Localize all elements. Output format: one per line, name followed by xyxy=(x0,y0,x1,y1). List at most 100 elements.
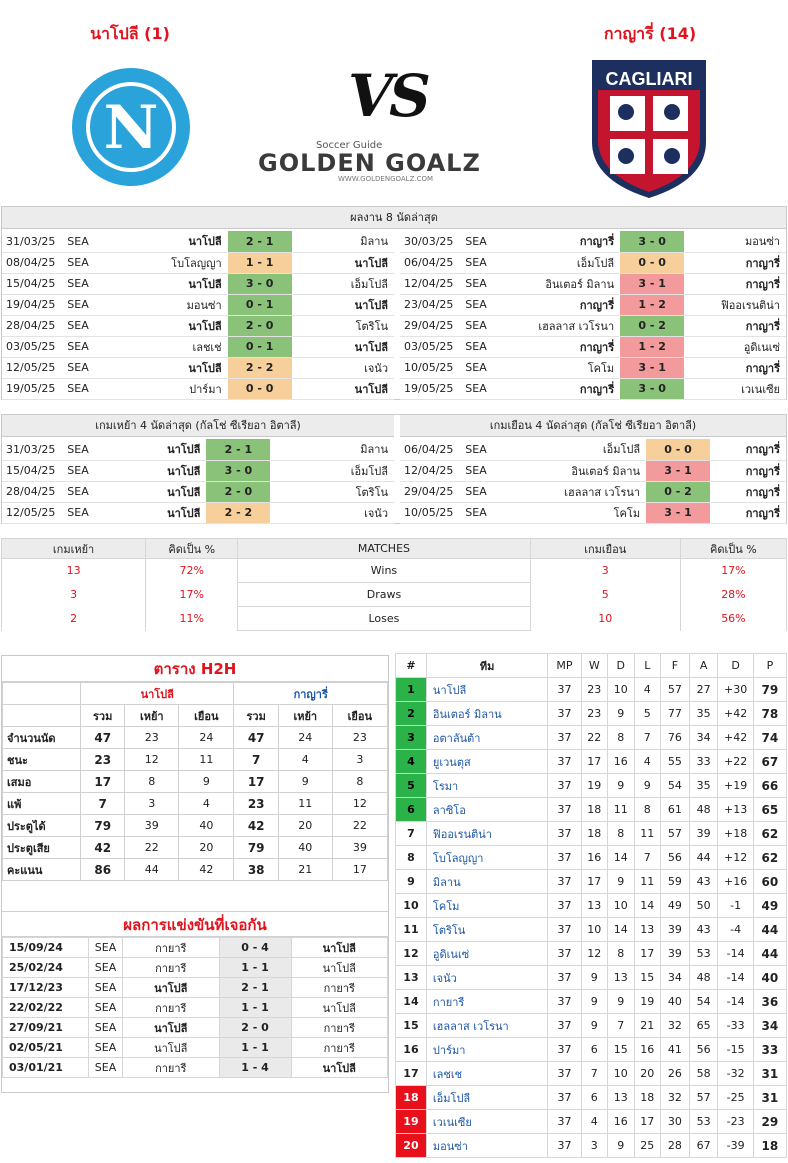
match-row: 06/04/25 SEA เอ็มโปลี 0 - 0 กาญารี่ xyxy=(400,439,786,461)
h2h-away: กายารี xyxy=(290,1017,388,1038)
stats-cell: 3 xyxy=(529,558,681,583)
match-row: 29/04/25 SEA เฮลลาส เวโรนา 0 - 2 กาญารี่ xyxy=(400,481,786,503)
league-stat: 4 xyxy=(580,1109,609,1134)
league-stat: -14 xyxy=(717,989,754,1014)
match-home-team: มอนซ่า xyxy=(94,294,228,316)
h2h-value: 22 xyxy=(124,836,180,859)
league-stat: 59 xyxy=(660,869,690,894)
league-rank: 11 xyxy=(395,917,427,942)
league-team: ฟิออเรนติน่า xyxy=(425,821,549,846)
match-away-team: นาโปลี xyxy=(291,336,394,358)
league-team: อูดิเนเซ่ xyxy=(425,941,549,966)
match-league: SEA xyxy=(460,315,492,337)
league-team: อินเตอร์ มิลาน xyxy=(425,701,549,726)
last4-away-title: เกมเยือน 4 นัดล่าสุด (กัลโช่ ซีเรียอา อิ… xyxy=(400,415,786,437)
league-row: 1 นาโปลี 37 23 10 4 57 27 +30 79 xyxy=(395,677,788,702)
league-stat: 44 xyxy=(752,941,788,966)
league-stat: 10 xyxy=(580,917,609,942)
match-home-team: โคโม xyxy=(492,357,621,379)
h2h-home: นาโปลี xyxy=(122,1017,220,1038)
league-team: ลาซิโอ xyxy=(425,797,549,822)
league-stat: 41 xyxy=(660,1037,690,1062)
h2h-date: 27/09/21 xyxy=(2,1017,89,1038)
league-stat: 37 xyxy=(547,893,582,918)
league-stat: 13 xyxy=(580,893,609,918)
match-away-team: เจนัว xyxy=(270,502,394,524)
last8-away-table: 30/03/25 SEA กาญารี่ 3 - 0 มอนซ่า 06/04/25 SEA… xyxy=(400,231,786,400)
league-stat: 60 xyxy=(752,869,788,894)
match-row: 08/04/25 SEA โบโลญญา 1 - 1 นาโปลี xyxy=(2,252,394,274)
league-stat: 22 xyxy=(580,725,609,750)
league-stat: 74 xyxy=(752,725,788,750)
match-league: SEA xyxy=(62,231,94,253)
match-score: 0 - 0 xyxy=(227,378,292,400)
match-league: SEA xyxy=(62,336,94,358)
league-header: A xyxy=(688,653,719,678)
league-stat: 16 xyxy=(633,1037,662,1062)
h2h-away: นาโปลี xyxy=(290,937,388,958)
league-stat: 16 xyxy=(580,845,609,870)
league-stat: -4 xyxy=(717,917,754,942)
league-stat: 21 xyxy=(633,1013,662,1038)
h2h-league: SEA xyxy=(88,997,123,1018)
match-date: 19/04/25 xyxy=(2,294,62,316)
league-header: MP xyxy=(547,653,582,678)
h2h-value: 24 xyxy=(277,726,333,749)
h2h-row-label: แพ้ xyxy=(2,792,81,815)
league-stat: 9 xyxy=(607,701,635,726)
match-home-team: กาญารี่ xyxy=(492,378,621,400)
match-score: 3 - 0 xyxy=(206,460,271,482)
league-stat: 39 xyxy=(688,821,719,846)
league-stat: -1 xyxy=(717,893,754,918)
match-row: 12/05/25 SEA นาโปลี 2 - 2 เจนัว xyxy=(2,502,394,524)
match-away-team: นาโปลี xyxy=(291,378,394,400)
h2h-away: นาโปลี xyxy=(290,997,388,1018)
league-stat: 15 xyxy=(607,1037,635,1062)
league-stat: 65 xyxy=(688,1013,719,1038)
match-row: 10/05/25 SEA โคโม 3 - 1 กาญารี่ xyxy=(400,502,786,524)
match-score: 3 - 1 xyxy=(646,460,711,482)
h2h-value: 8 xyxy=(124,770,180,793)
match-score: 0 - 2 xyxy=(620,315,685,337)
match-date: 08/04/25 xyxy=(2,252,62,274)
league-stat: -15 xyxy=(717,1037,754,1062)
league-header: # xyxy=(395,653,427,678)
match-league: SEA xyxy=(460,336,492,358)
h2h-score: 2 - 0 xyxy=(218,1017,292,1038)
league-stat: +42 xyxy=(717,701,754,726)
match-score: 0 - 1 xyxy=(227,336,292,358)
league-stat: 48 xyxy=(688,965,719,990)
league-stat: 40 xyxy=(660,989,690,1014)
match-date: 23/04/25 xyxy=(400,294,460,316)
h2h-value: 47 xyxy=(233,726,279,749)
league-stat: -14 xyxy=(717,941,754,966)
match-home-team: กาญารี่ xyxy=(492,231,621,253)
match-league: SEA xyxy=(460,481,492,503)
match-score: 3 - 1 xyxy=(620,357,685,379)
match-home-team: เอ็มโปลี xyxy=(492,439,647,461)
match-row: 19/04/25 SEA มอนซ่า 0 - 1 นาโปลี xyxy=(2,294,394,316)
h2h-corner xyxy=(2,682,81,705)
league-stat: 37 xyxy=(547,965,582,990)
match-row: 03/05/25 SEA กาญารี่ 1 - 2 อูดิเนเซ่ xyxy=(400,336,786,358)
match-home-team: อินเตอร์ มิลาน xyxy=(492,460,647,482)
match-row: 15/04/25 SEA นาโปลี 3 - 0 เอ็มโปลี xyxy=(2,460,394,482)
league-stat: 37 xyxy=(547,917,582,942)
league-stat: 10 xyxy=(607,1061,635,1086)
last4-away-table: 06/04/25 SEA เอ็มโปลี 0 - 0 กาญารี่ 12/04/25 S… xyxy=(400,439,786,524)
league-stat: -39 xyxy=(717,1133,754,1158)
league-stat: 5 xyxy=(633,701,662,726)
h2h-value: 23 xyxy=(331,726,389,749)
match-home-team: นาโปลี xyxy=(94,273,228,295)
league-stat: 23 xyxy=(580,701,609,726)
league-team: เลชเช xyxy=(425,1061,549,1086)
match-league: SEA xyxy=(460,231,492,253)
match-league: SEA xyxy=(62,439,94,461)
away-team-title: กาญารี่ (14) xyxy=(603,24,697,43)
league-stat: 58 xyxy=(688,1061,719,1086)
h2h-value: 12 xyxy=(331,792,389,815)
league-team: อตาลันต้า xyxy=(425,725,549,750)
league-stat: 61 xyxy=(660,797,690,822)
league-team: เอ็มโปลี xyxy=(425,1085,549,1110)
h2h-away: นาโปลี xyxy=(290,957,388,978)
